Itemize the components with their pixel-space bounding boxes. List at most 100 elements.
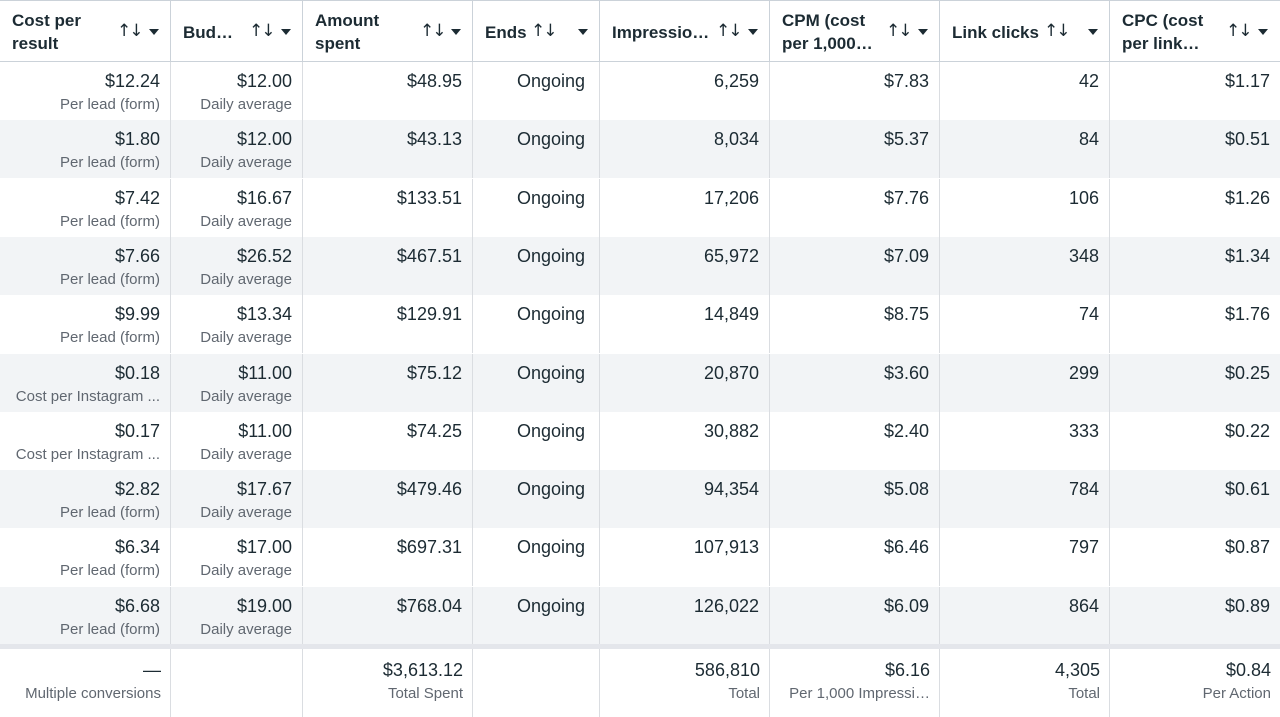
cell-cpc: $1.26 bbox=[1110, 179, 1280, 237]
cell-subtext: Daily average bbox=[200, 154, 292, 172]
sort-arrows-icon[interactable]: ↑↓ bbox=[531, 21, 557, 41]
cell-cpm: $7.76 bbox=[770, 178, 940, 237]
cell-value: $133.51 bbox=[396, 187, 462, 208]
cell-value: $0.25 bbox=[1224, 362, 1270, 383]
cell-ends: Ongoing bbox=[473, 178, 600, 237]
cell-value: $0.87 bbox=[1224, 537, 1270, 558]
caret-down-icon[interactable] bbox=[918, 29, 928, 35]
cell-value: $6.68 bbox=[114, 595, 160, 616]
sort-arrows-icon[interactable]: ↑↓ bbox=[716, 21, 742, 41]
cell-value: $6.46 bbox=[883, 537, 929, 558]
cell-value: $479.46 bbox=[396, 479, 462, 500]
column-header-cost-per-result[interactable]: Cost per result ↑↓ bbox=[0, 1, 171, 63]
column-header-impressions[interactable]: Impressio… ↑↓ bbox=[600, 1, 770, 63]
cell-impressions: 6,259 bbox=[600, 62, 770, 120]
cell-subtext: Per lead (form) bbox=[59, 562, 160, 580]
table-row[interactable]: $12.24 Per lead (form) $12.00 Daily average… bbox=[0, 62, 1280, 120]
cell-subtext: Cost per Instagram ... bbox=[15, 387, 160, 405]
sort-arrows-icon[interactable]: ↑↓ bbox=[420, 21, 446, 41]
cell-value: $7.76 bbox=[883, 187, 929, 208]
cell-link-clicks: 299 bbox=[940, 353, 1110, 412]
column-header-budget[interactable]: Bud… ↑↓ bbox=[171, 1, 303, 63]
table-row[interactable]: $0.18 Cost per Instagram ... $11.00 Daily a… bbox=[0, 353, 1280, 412]
cell-amount-spent: $75.12 bbox=[303, 353, 473, 412]
total-amount-spent: $3,613.12 Total Spent bbox=[303, 649, 473, 717]
cell-value: 94,354 bbox=[703, 479, 759, 500]
table-row[interactable]: $6.68 Per lead (form) $19.00 Daily average $… bbox=[0, 586, 1280, 645]
cell-value: 65,972 bbox=[703, 245, 759, 266]
cell-value: $17.00 bbox=[236, 537, 292, 558]
cell-cpm: $5.08 bbox=[770, 470, 940, 529]
cell-cpm: $2.40 bbox=[770, 411, 940, 470]
cell-value: 17,206 bbox=[703, 187, 759, 208]
cell-impressions: 30,882 bbox=[600, 411, 770, 470]
cell-budget: $11.00 Daily average bbox=[171, 353, 303, 412]
table-row[interactable]: $6.34 Per lead (form) $17.00 Daily average $… bbox=[0, 528, 1280, 587]
table-row[interactable]: $1.80 Per lead (form) $12.00 Daily average $… bbox=[0, 120, 1280, 179]
cell-value: $11.00 bbox=[238, 362, 292, 383]
table-row[interactable]: $9.99 Per lead (form) $13.34 Daily average $… bbox=[0, 295, 1280, 354]
total-value: $3,613.12 bbox=[382, 660, 463, 680]
cell-link-clicks: 42 bbox=[940, 62, 1110, 120]
caret-down-icon[interactable] bbox=[281, 29, 291, 35]
table-row[interactable]: $7.42 Per lead (form) $16.67 Daily average $… bbox=[0, 178, 1280, 237]
cell-value: $12.00 bbox=[236, 129, 292, 150]
column-label: Bud… bbox=[183, 22, 234, 42]
cell-value: $43.13 bbox=[406, 129, 462, 150]
table-row[interactable]: $0.17 Cost per Instagram ... $11.00 Daily a… bbox=[0, 411, 1280, 470]
table-row[interactable]: $7.66 Per lead (form) $26.52 Daily average $… bbox=[0, 236, 1280, 295]
caret-down-icon[interactable] bbox=[451, 29, 461, 35]
sort-arrows-icon[interactable]: ↑↓ bbox=[117, 21, 143, 41]
sort-arrows-icon[interactable]: ↑↓ bbox=[1044, 21, 1070, 41]
cell-budget: $26.52 Daily average bbox=[171, 236, 303, 295]
sort-arrows-icon[interactable]: ↑↓ bbox=[249, 21, 275, 41]
cell-impressions: 20,870 bbox=[600, 353, 770, 412]
caret-down-icon[interactable] bbox=[1258, 29, 1268, 35]
cell-value: 42 bbox=[1078, 71, 1099, 91]
cell-link-clicks: 106 bbox=[940, 178, 1110, 237]
table-row[interactable]: $2.82 Per lead (form) $17.67 Daily average $… bbox=[0, 470, 1280, 529]
cell-ends: Ongoing bbox=[473, 295, 600, 354]
cell-value: 333 bbox=[1068, 420, 1099, 441]
caret-down-icon[interactable] bbox=[149, 29, 159, 35]
cell-value: 348 bbox=[1068, 245, 1099, 266]
cell-cpm: $6.09 bbox=[770, 586, 940, 645]
cell-link-clicks: 333 bbox=[940, 411, 1110, 470]
column-header-amount-spent[interactable]: Amount spent ↑↓ bbox=[303, 1, 473, 63]
sort-arrows-icon[interactable]: ↑↓ bbox=[1226, 21, 1252, 41]
total-label: Total bbox=[728, 685, 760, 702]
cell-amount-spent: $467.51 bbox=[303, 236, 473, 295]
column-header-ends[interactable]: Ends ↑↓ bbox=[473, 1, 600, 63]
cell-subtext: Per lead (form) bbox=[59, 329, 160, 347]
total-label: Per Action bbox=[1202, 685, 1271, 702]
total-label: Multiple conversions bbox=[25, 685, 161, 702]
cell-amount-spent: $133.51 bbox=[303, 178, 473, 237]
total-value: 586,810 bbox=[694, 660, 760, 680]
cell-ends: Ongoing bbox=[473, 353, 600, 412]
cell-value: Ongoing bbox=[516, 595, 585, 616]
cell-impressions: 17,206 bbox=[600, 178, 770, 237]
cell-value: $0.17 bbox=[114, 420, 160, 441]
caret-down-icon[interactable] bbox=[578, 29, 588, 35]
cell-value: $1.80 bbox=[114, 129, 160, 150]
cell-subtext: Per lead (form) bbox=[59, 212, 160, 230]
column-header-cpc[interactable]: CPC (cost per link… ↑↓ bbox=[1110, 1, 1280, 63]
caret-down-icon[interactable] bbox=[748, 29, 758, 35]
cell-value: $5.37 bbox=[883, 129, 929, 150]
cell-ends: Ongoing bbox=[473, 528, 600, 587]
cell-amount-spent: $479.46 bbox=[303, 470, 473, 529]
sort-arrows-icon[interactable]: ↑↓ bbox=[886, 21, 912, 41]
cell-value: $768.04 bbox=[396, 595, 462, 616]
cell-impressions: 94,354 bbox=[600, 470, 770, 529]
cell-link-clicks: 797 bbox=[940, 528, 1110, 587]
column-header-cpm[interactable]: CPM (cost per 1,000… ↑↓ bbox=[770, 1, 940, 63]
cell-value: 20,870 bbox=[703, 362, 759, 383]
cell-impressions: 14,849 bbox=[600, 295, 770, 354]
cell-link-clicks: 348 bbox=[940, 236, 1110, 295]
cell-value: Ongoing bbox=[516, 362, 585, 383]
cell-cost-per-result: $7.66 Per lead (form) bbox=[0, 236, 171, 295]
totals-divider bbox=[0, 644, 1280, 649]
caret-down-icon[interactable] bbox=[1088, 29, 1098, 35]
column-label: Link clicks bbox=[952, 22, 1039, 42]
column-header-link-clicks[interactable]: Link clicks ↑↓ bbox=[940, 1, 1110, 63]
